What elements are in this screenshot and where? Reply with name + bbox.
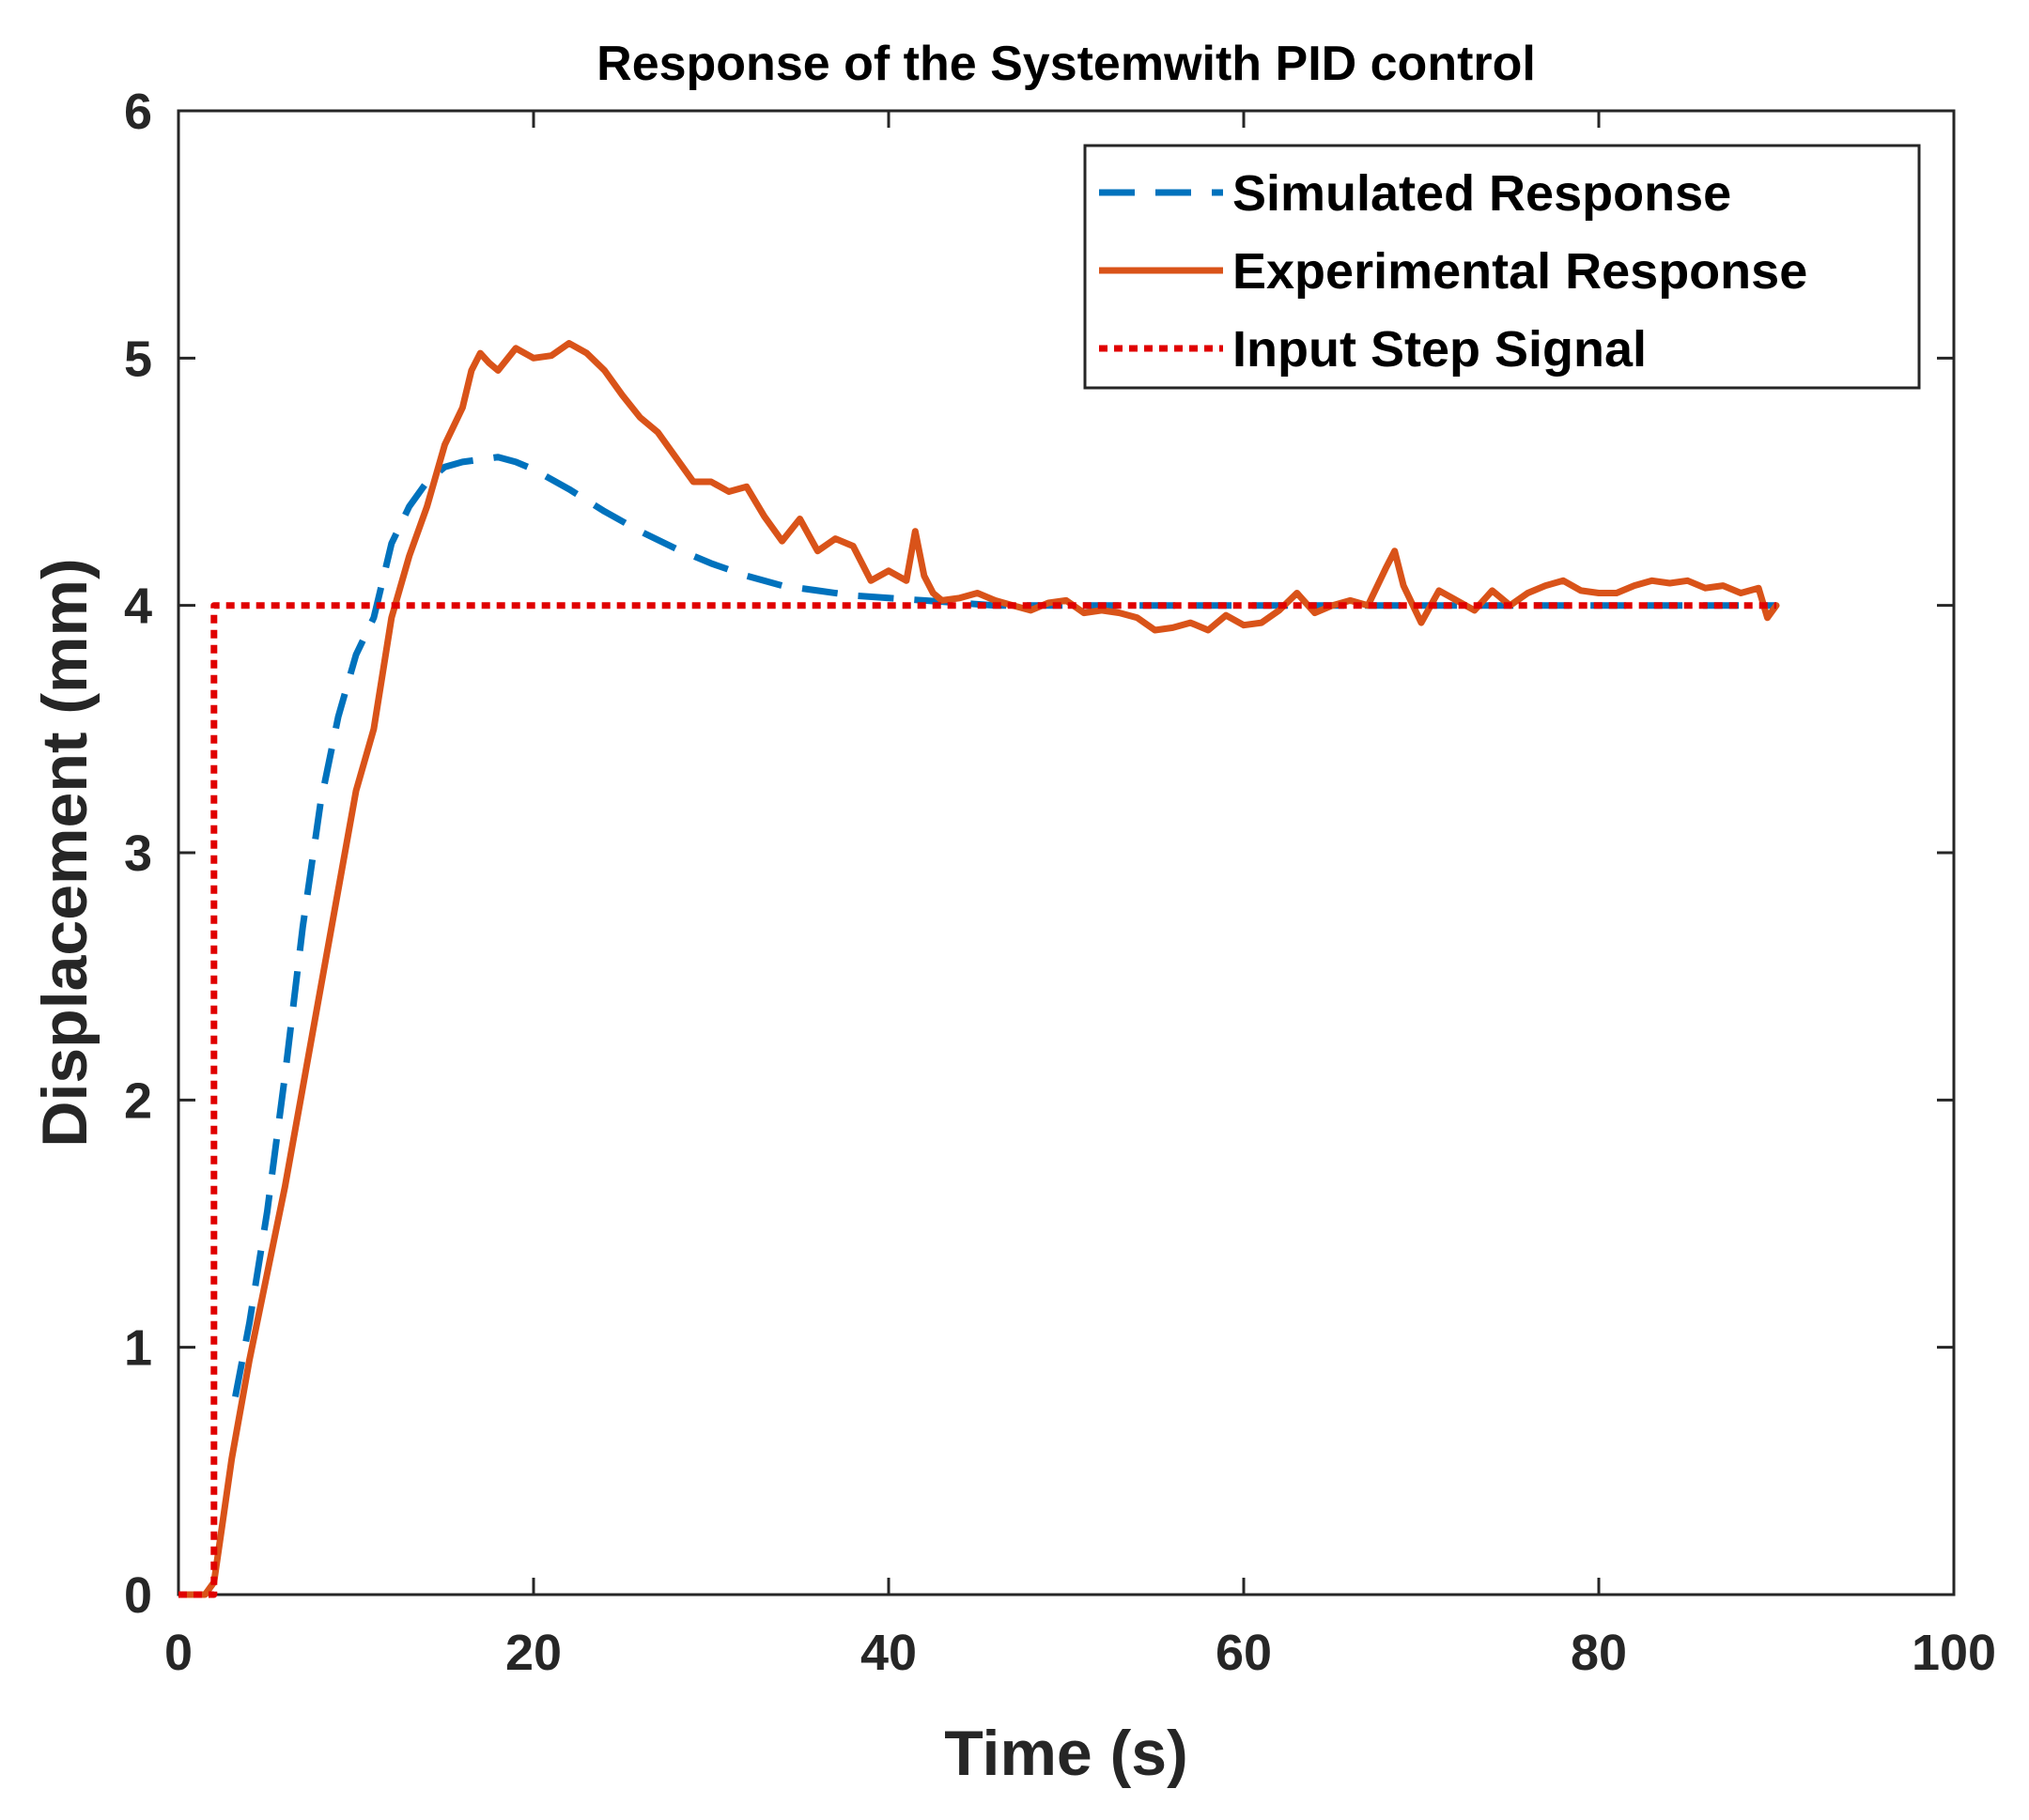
legend-items: Simulated Response Experimental Response I… xyxy=(1099,165,1807,378)
y-tick-label: 0 xyxy=(124,1567,152,1624)
legend-label-input-step-signal: Input Step Signal xyxy=(1232,321,1647,378)
x-tick-label: 80 xyxy=(1571,1625,1627,1681)
input-step-signal-line xyxy=(178,602,1776,1598)
y-tick-label: 2 xyxy=(124,1072,152,1129)
y-tick-label: 5 xyxy=(124,331,152,387)
y-tick-label: 4 xyxy=(124,578,152,635)
x-tick-label: 20 xyxy=(505,1625,562,1681)
x-tick-label: 40 xyxy=(860,1625,917,1681)
simulated-response-line xyxy=(232,454,1776,1397)
x-tick-label: 0 xyxy=(164,1625,193,1681)
x-tick-label: 60 xyxy=(1216,1625,1272,1681)
axis-tick-labels: 0 20 40 60 80 100 0 1 2 3 4 5 6 xyxy=(124,84,1996,1681)
y-tick-label: 3 xyxy=(124,825,152,882)
chart-title: Response of the Systemwith PID control xyxy=(596,37,1536,91)
legend-label-experimental-response: Experimental Response xyxy=(1232,243,1807,300)
x-axis-label: Time (s) xyxy=(944,1718,1187,1789)
x-tick-label: 100 xyxy=(1912,1625,1996,1681)
legend: Simulated Response Experimental Response I… xyxy=(1083,144,1921,390)
series-lines xyxy=(178,340,1780,1598)
y-tick-label: 1 xyxy=(124,1320,152,1377)
legend-label-simulated-response: Simulated Response xyxy=(1232,165,1731,222)
legend-box xyxy=(1083,144,1921,390)
y-axis-label: Displacement (mm) xyxy=(29,558,101,1147)
axis-ticks xyxy=(177,109,1956,1596)
y-tick-label: 6 xyxy=(124,84,152,140)
